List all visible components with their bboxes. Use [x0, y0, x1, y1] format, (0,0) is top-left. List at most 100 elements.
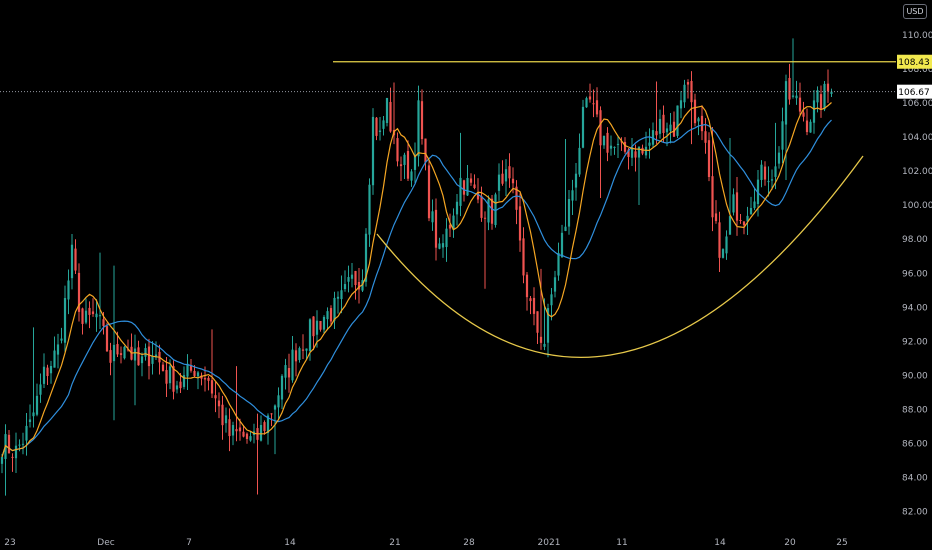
candle-body [161, 364, 165, 372]
candle-body [116, 344, 119, 355]
candle-body [109, 350, 112, 363]
candle-body [742, 221, 746, 226]
candle-body [690, 80, 693, 103]
candle-body [7, 434, 11, 454]
x-tick-label: 23 [4, 538, 15, 548]
candle-body [711, 176, 714, 218]
candle-body [774, 166, 777, 177]
candle-body [98, 315, 102, 317]
candle-body [518, 206, 522, 241]
candle-body [732, 194, 735, 213]
candle-body [168, 366, 172, 384]
candle-body [819, 94, 823, 109]
y-tick-label: 98.00 [902, 235, 928, 245]
candle-body [529, 298, 532, 302]
candle-body [826, 83, 830, 92]
candle-body [676, 105, 679, 136]
candle-body [585, 98, 588, 108]
candle-body [434, 209, 438, 248]
candle-body [438, 243, 441, 249]
candle-body [770, 179, 774, 181]
candle-body [445, 228, 448, 248]
candle-body [308, 319, 312, 352]
candle-body [294, 350, 298, 362]
candle-body [417, 100, 420, 157]
candle-body [238, 427, 242, 432]
candle-body [641, 147, 644, 154]
candle-body [77, 272, 81, 312]
resistance-price-badge-bg [897, 54, 932, 69]
ma-slow-line [1, 119, 832, 458]
candle-body [25, 425, 28, 441]
y-tick-label: 110.00 [902, 31, 932, 41]
candle-body [74, 248, 77, 271]
candle-body [609, 145, 613, 149]
candle-body [508, 166, 511, 179]
candle-body [126, 349, 130, 351]
candle-body [63, 298, 67, 343]
candle-body [410, 171, 413, 181]
candle-body [760, 164, 763, 180]
candle-body [725, 236, 728, 254]
candle-body [504, 169, 508, 182]
candle-body [340, 290, 343, 300]
candle-body [420, 101, 424, 140]
candle-body [21, 443, 25, 445]
time-axis[interactable]: 23 Dec 7 14 21 28 2021 11 14 20 25 [4, 538, 847, 548]
price-axis[interactable]: 82.00 84.00 86.00 88.00 90.00 92.00 94.00 96.00… [902, 31, 932, 517]
candle-body [802, 112, 805, 117]
candle-body [424, 138, 427, 163]
candle-body [81, 308, 84, 324]
candle-body [431, 211, 434, 223]
y-tick-label: 104.00 [902, 133, 932, 143]
candle-body [718, 222, 721, 258]
candle-body [385, 97, 389, 123]
moving-average-lines [1, 102, 832, 458]
candle-body [753, 201, 756, 209]
candle-body [357, 281, 361, 290]
candle-body [119, 353, 123, 356]
candle-body [203, 378, 207, 380]
candle-body [788, 77, 791, 100]
candle-body [301, 349, 305, 351]
candle-body [459, 177, 462, 206]
candle-body [315, 320, 319, 335]
candle-body [312, 316, 315, 337]
x-tick-label: 11 [616, 538, 627, 548]
candle-body [574, 173, 578, 188]
candle-body [175, 385, 179, 390]
candle-body [284, 365, 287, 378]
candle-body [627, 149, 630, 157]
candle-body [39, 384, 42, 395]
candle-body [707, 140, 711, 178]
x-tick-label: 28 [463, 538, 475, 548]
candle-body [756, 179, 760, 205]
x-tick-label: 25 [836, 538, 847, 548]
x-tick-label: 21 [389, 538, 400, 548]
candle-body [84, 310, 88, 323]
candle-body [567, 199, 571, 227]
y-tick-label: 96.00 [902, 269, 928, 279]
candle-body [375, 117, 378, 136]
candle-body [291, 349, 294, 381]
x-tick-label: 14 [714, 538, 726, 548]
y-tick-label: 92.00 [902, 337, 928, 347]
candle-body [735, 192, 739, 221]
candle-body [245, 433, 249, 440]
candle-body [553, 277, 557, 292]
cup-curve[interactable] [376, 155, 864, 359]
candle-body [781, 121, 784, 150]
candle-body [669, 124, 672, 131]
candle-body [686, 82, 690, 85]
candle-body [224, 415, 228, 424]
candle-body [700, 115, 704, 132]
candle-body [525, 274, 529, 298]
candle-body [151, 355, 154, 364]
resistance-price-badge-label: 108.43 [898, 58, 930, 68]
candle-body [147, 346, 151, 367]
candle-body [350, 274, 354, 279]
currency-badge[interactable]: USD [903, 4, 927, 19]
candle-body [263, 422, 266, 432]
candle-body [490, 198, 494, 224]
